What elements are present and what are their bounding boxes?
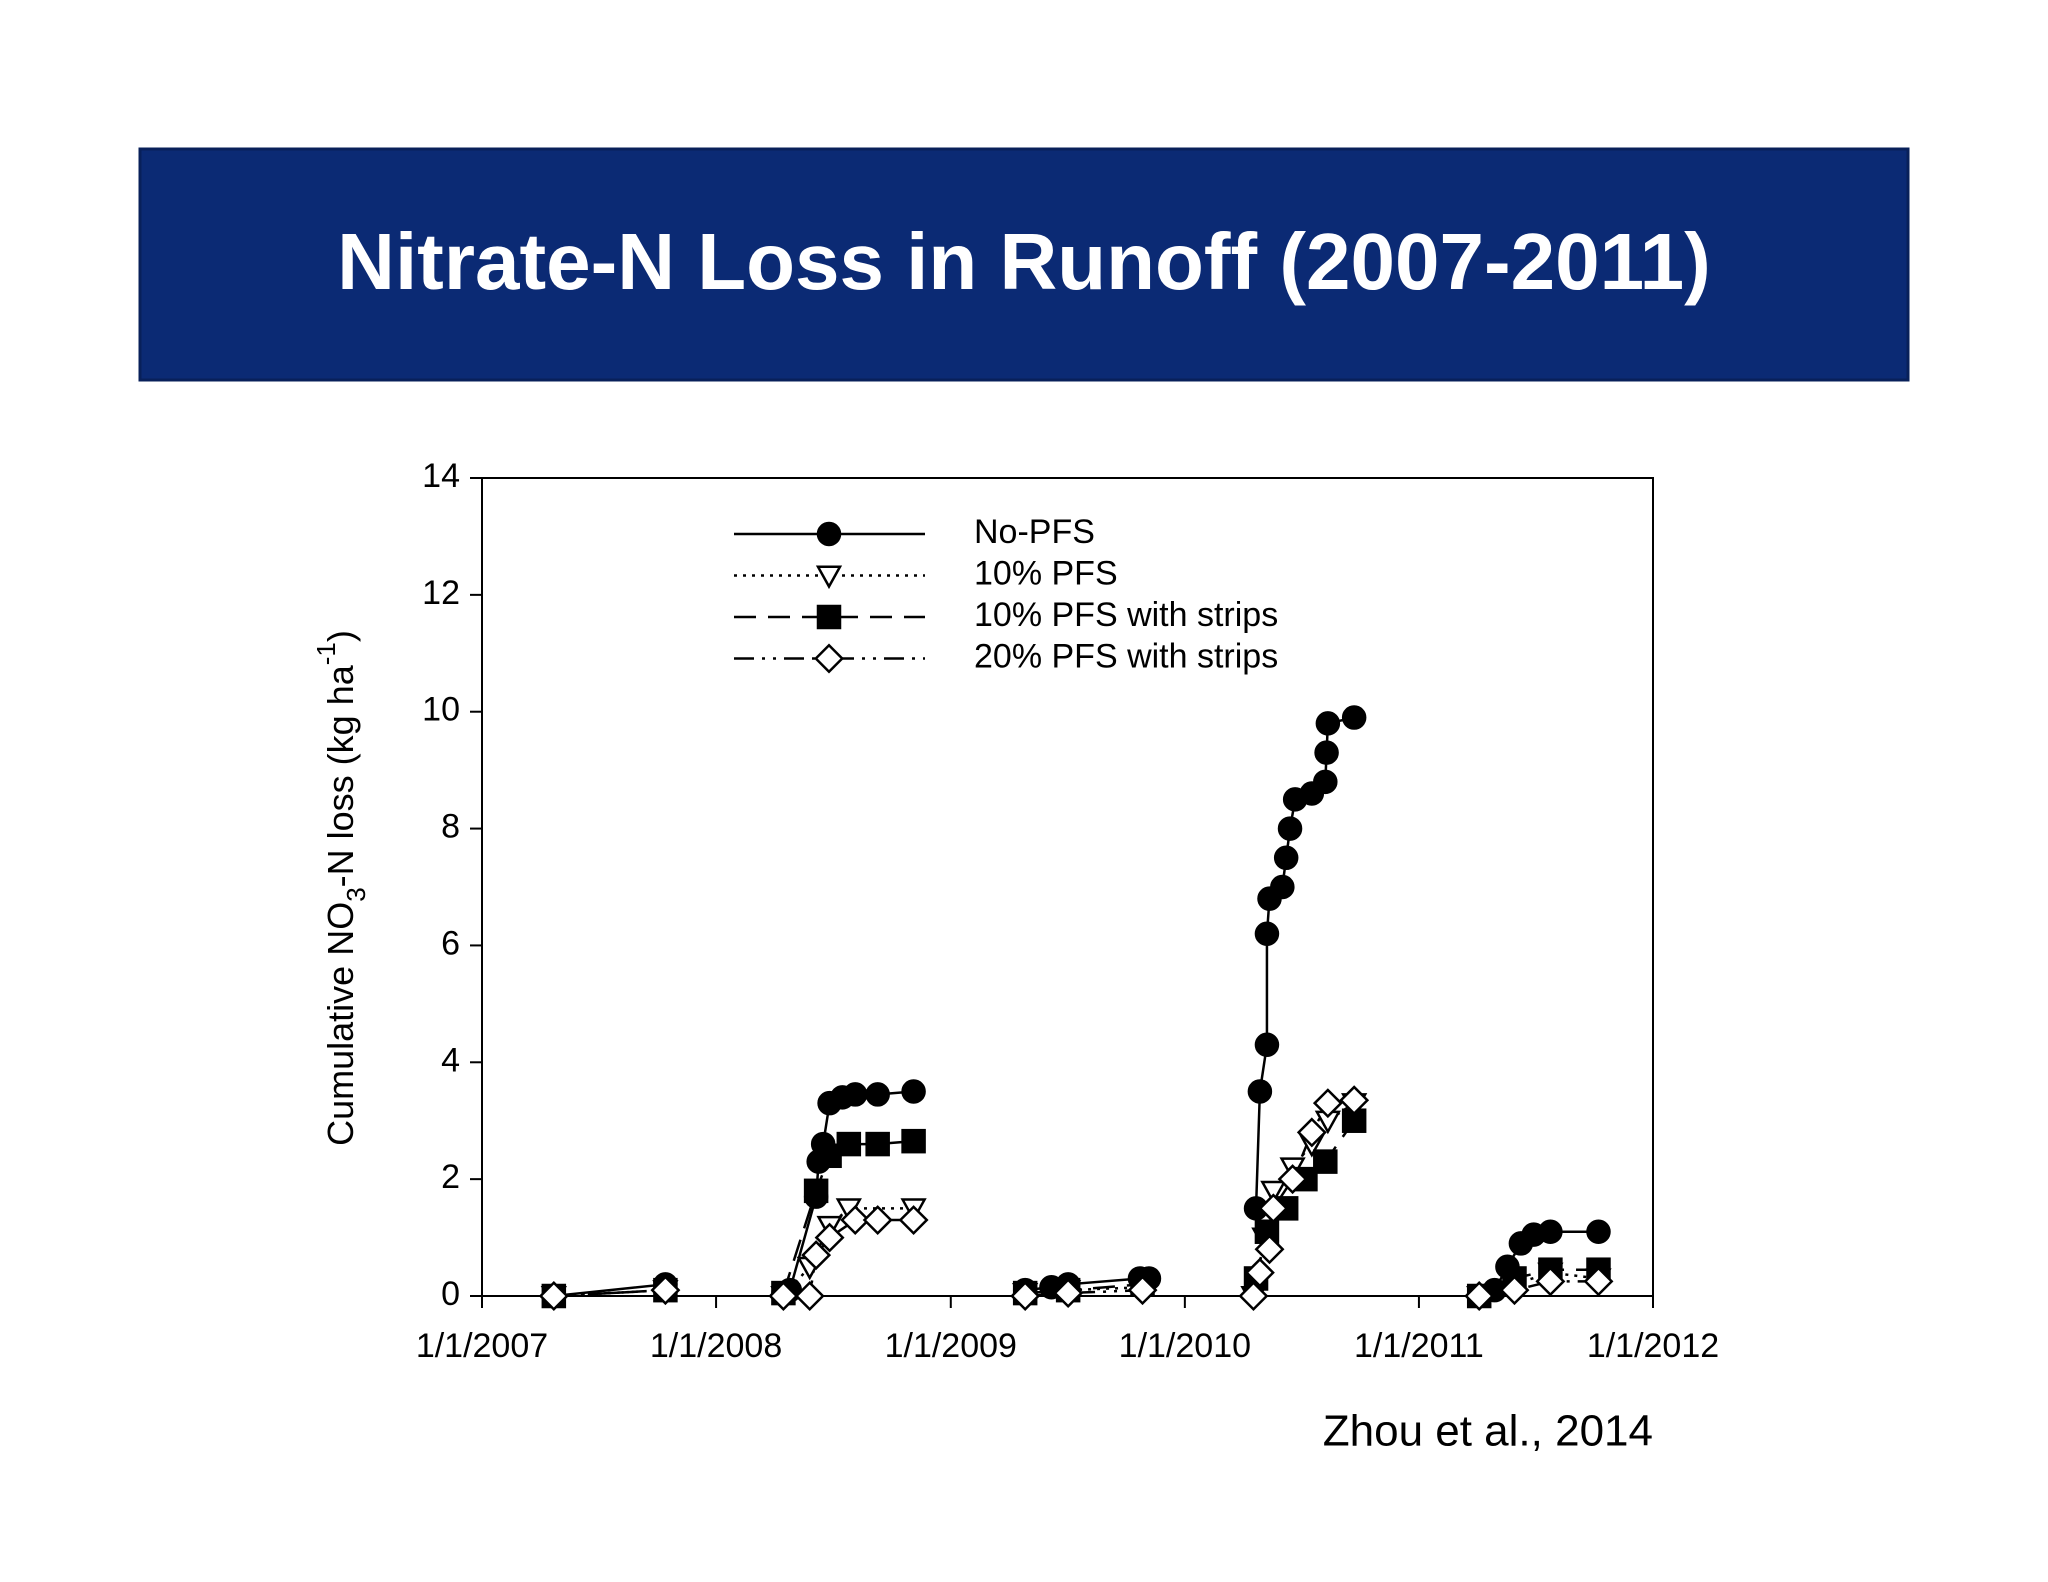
marker-triangle [1260, 1180, 1287, 1205]
x-tick-label: 1/1/2008 [650, 1327, 782, 1365]
marker-circle [1273, 845, 1299, 871]
legend-label: 20% PFS with strips [974, 637, 1278, 675]
marker-circle [842, 1082, 868, 1107]
marker-circle [1277, 816, 1303, 841]
legend-label: 10% PFS with strips [974, 596, 1278, 634]
marker-circle [865, 1082, 890, 1107]
marker-diamond [1535, 1266, 1566, 1297]
marker-diamond [862, 1205, 893, 1236]
marker-diamond [1499, 1275, 1530, 1306]
series-line [553, 1099, 1599, 1298]
marker-diamond [801, 1240, 832, 1271]
legend-marker [814, 643, 844, 674]
marker-circle [1313, 769, 1338, 795]
marker-circle [1538, 1219, 1563, 1244]
marker-diamond [650, 1275, 681, 1306]
citation: Zhou et al., 2014 [1323, 1407, 1653, 1456]
marker-circle [901, 1079, 926, 1104]
y-axis-label-part: -1 [311, 642, 341, 665]
series-line [553, 1119, 1599, 1298]
marker-square [803, 1178, 829, 1204]
legend-marker [816, 521, 842, 547]
marker-circle [1254, 921, 1280, 946]
marker-square [1313, 1149, 1338, 1174]
y-tick-label: 8 [441, 808, 460, 846]
marker-diamond [1464, 1281, 1495, 1311]
marker-diamond [1583, 1266, 1614, 1297]
y-tick-label: 4 [441, 1041, 460, 1079]
y-axis-label-part: ) [320, 630, 361, 642]
series-line [553, 716, 1599, 1298]
marker-diamond [538, 1281, 569, 1311]
marker-square [865, 1131, 890, 1157]
y-tick-label: 0 [441, 1275, 460, 1313]
x-tick-label: 1/1/2007 [416, 1327, 548, 1365]
marker-diamond [814, 1222, 845, 1253]
series-line [553, 1102, 1599, 1298]
y-tick-label: 10 [422, 691, 460, 729]
header-band [138, 147, 1910, 382]
marker-diamond [1296, 1117, 1327, 1148]
marker-circle [1341, 705, 1367, 730]
y-tick-label: 12 [422, 574, 460, 612]
marker-diamond [898, 1205, 929, 1236]
x-tick-label: 1/1/2011 [1354, 1327, 1484, 1365]
marker-diamond [1258, 1193, 1289, 1224]
marker-square [901, 1128, 926, 1154]
y-axis-label: Cumulative NO3-N loss (kg ha-1) [311, 630, 371, 1146]
y-tick-label: 14 [422, 457, 460, 495]
y-tick-label: 6 [441, 924, 460, 962]
slide-title: Nitrate-N Loss in Runoff (2007-2011) [337, 217, 1711, 306]
marker-circle [1247, 1079, 1273, 1104]
x-tick-label: 1/1/2009 [885, 1327, 1017, 1365]
legend-label: 10% PFS [974, 554, 1118, 592]
marker-diamond [840, 1205, 871, 1236]
marker-circle [1254, 1032, 1280, 1058]
y-axis-label-part: Cumulative NO [320, 902, 361, 1146]
marker-diamond [1244, 1257, 1275, 1288]
marker-diamond [1238, 1281, 1269, 1311]
marker-diamond [1339, 1085, 1370, 1116]
marker-circle [1586, 1219, 1611, 1244]
marker-diamond [1053, 1278, 1084, 1309]
marker-diamond [1254, 1234, 1285, 1265]
marker-square [836, 1131, 862, 1157]
marker-diamond [1312, 1088, 1343, 1119]
x-tick-label: 1/1/2010 [1119, 1327, 1251, 1365]
x-tick-label: 1/1/2012 [1587, 1327, 1719, 1365]
y-axis-label-part: -N loss (kg ha [320, 664, 361, 887]
marker-diamond [1277, 1164, 1308, 1195]
marker-diamond [1010, 1281, 1041, 1311]
legend-marker [815, 565, 843, 590]
y-tick-label: 2 [441, 1158, 460, 1196]
legend-label: No-PFS [974, 513, 1095, 551]
y-axis-label-part: 3 [341, 887, 371, 901]
marker-diamond [768, 1281, 799, 1311]
marker-diamond [794, 1281, 825, 1311]
marker-circle [1314, 740, 1339, 765]
marker-circle [1270, 874, 1295, 900]
marker-circle [1315, 711, 1341, 736]
marker-diamond [1127, 1275, 1158, 1306]
legend-marker [816, 604, 842, 630]
